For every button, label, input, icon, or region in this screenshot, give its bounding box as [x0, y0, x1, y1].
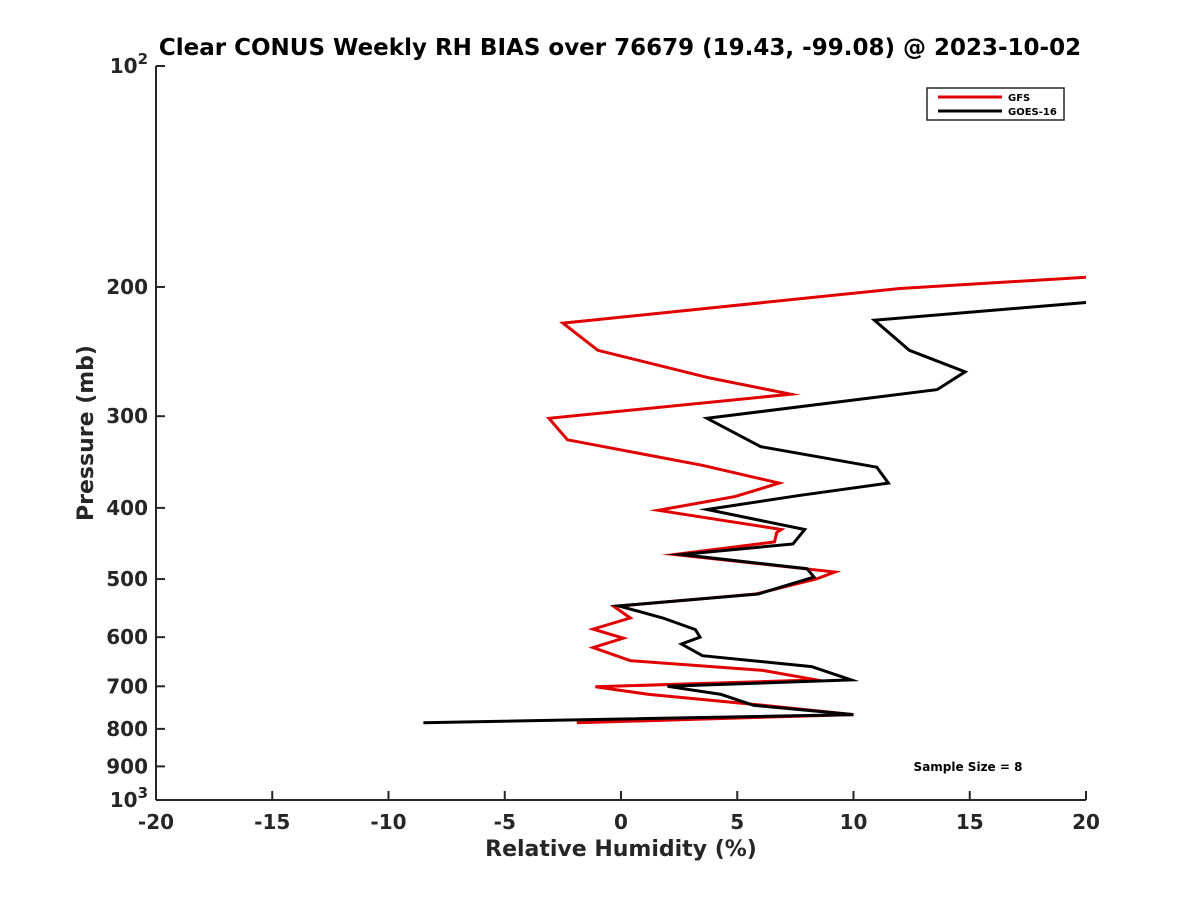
x-axis-title: Relative Humidity (%) [485, 837, 757, 862]
legend-box [926, 87, 1065, 121]
y-tick-label: 102 [110, 50, 148, 78]
series-line-goes-16 [423, 301, 1087, 725]
x-tick-label: -20 [138, 810, 174, 834]
x-tick-label: 15 [956, 810, 984, 834]
y-axis-title: Pressure (mb) [74, 345, 99, 521]
x-tick-label: 10 [840, 810, 868, 834]
x-tick-label: 5 [730, 810, 744, 834]
y-tick-label: 900 [106, 754, 148, 778]
x-tick-label: 20 [1072, 810, 1100, 834]
legend-label: GOES-16 [1008, 107, 1057, 118]
y-tick-label: 800 [106, 717, 148, 741]
x-tick-label: 0 [614, 810, 628, 834]
y-tick-label: 600 [106, 625, 148, 649]
x-tick-label: -15 [254, 810, 290, 834]
x-tick-label: -5 [494, 810, 516, 834]
series-layer [423, 275, 1087, 725]
y-tick-label: 103 [110, 784, 148, 812]
legend: GFS GOES-16 [926, 87, 1065, 121]
y-tick-label: 700 [106, 674, 148, 698]
y-tick-label: 300 [106, 404, 148, 428]
chart-title: Clear CONUS Weekly RH BIAS over 76679 (1… [159, 35, 1081, 61]
y-tick-label: 200 [106, 275, 148, 299]
axes-layer: -20 -15 -10 -5 0 5 10 15 20 102 200 300 400 500 600 700… [106, 50, 1100, 834]
y-tick-label: 400 [106, 496, 148, 520]
x-tick-label: -10 [370, 810, 406, 834]
y-tick-label: 500 [106, 567, 148, 591]
sample-size-annotation: Sample Size = 8 [914, 760, 1023, 774]
legend-label: GFS [1008, 93, 1030, 104]
